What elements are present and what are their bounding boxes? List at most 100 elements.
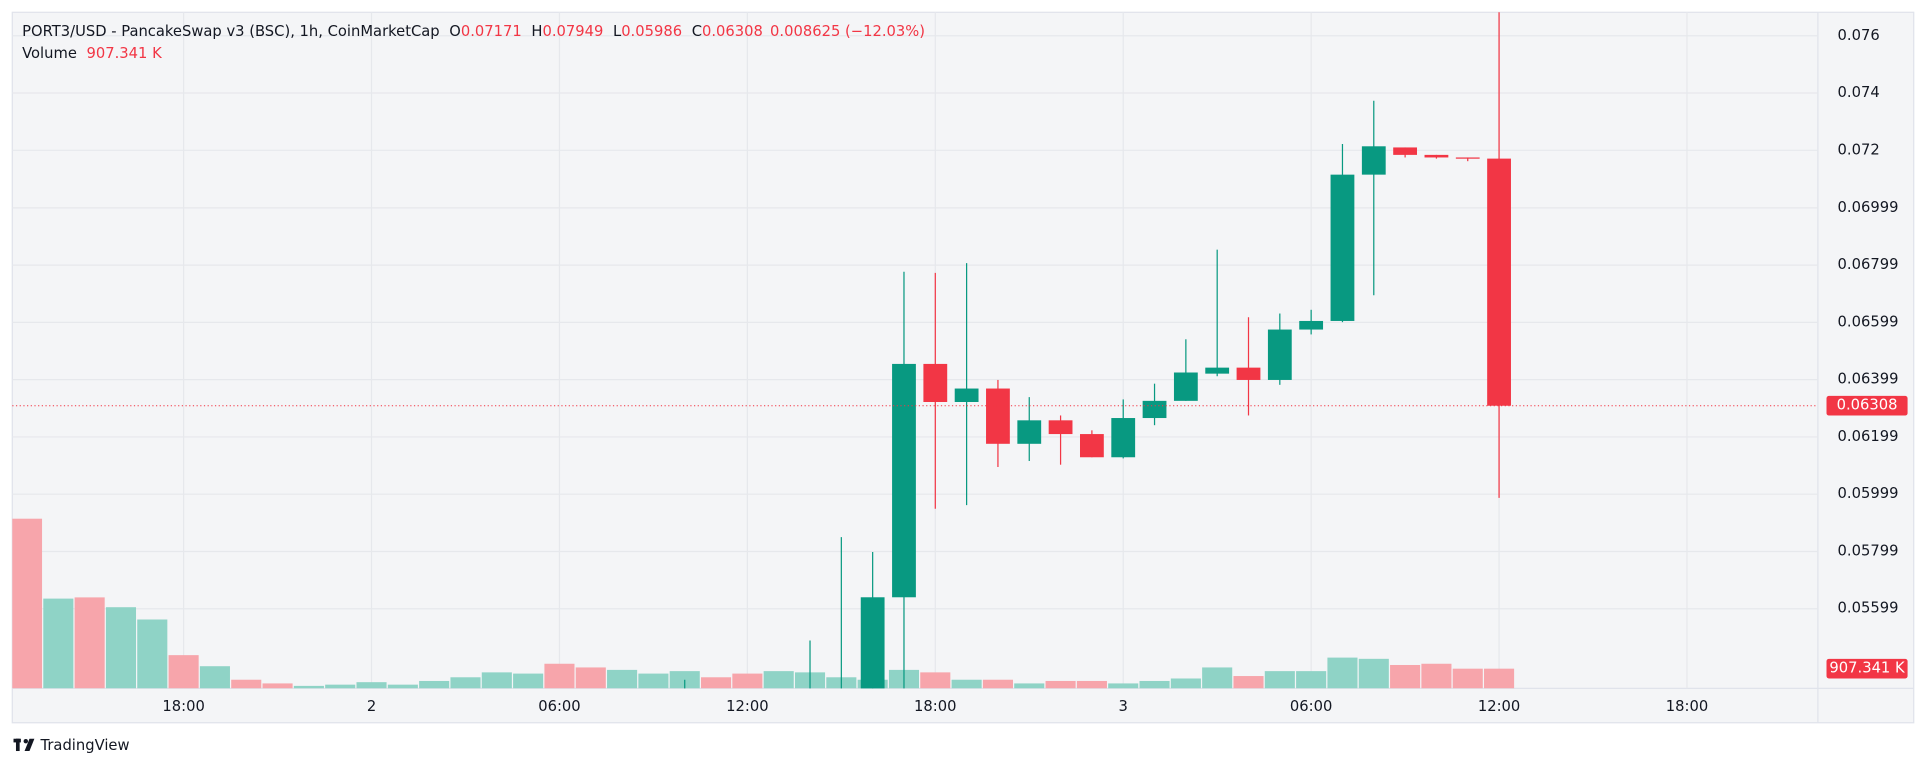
- y-tick-label: 0.06999: [1838, 199, 1899, 216]
- volume-title: Volume: [22, 45, 77, 62]
- candle-body: [1236, 367, 1261, 380]
- high-value: 0.07949: [542, 23, 603, 40]
- volume-bar: [1264, 671, 1295, 689]
- candle-body: [1205, 367, 1230, 374]
- candle-body: [1267, 329, 1292, 380]
- volume-bar: [1076, 680, 1107, 689]
- volume-bar: [1484, 668, 1515, 689]
- candle-body: [892, 363, 916, 598]
- x-tick-label: 06:00: [538, 698, 580, 715]
- volume-bar: [325, 684, 356, 689]
- y-tick-label: 0.06799: [1838, 256, 1899, 273]
- ohlc-letter: O: [449, 23, 461, 40]
- volume-bar: [356, 682, 387, 689]
- candle-body: [986, 388, 1010, 444]
- volume-bar: [105, 607, 137, 689]
- axes: 0.05599 0.05799 0.05999 0.06199 0.06399 0.065…: [12, 27, 1908, 715]
- x-tick-label: 18:00: [162, 698, 204, 715]
- x-tick-label: 18:00: [1666, 698, 1708, 715]
- candles: [684, 12, 1511, 689]
- candle-body: [1393, 147, 1418, 155]
- y-tick-label: 0.06399: [1838, 371, 1899, 388]
- open-value: 0.07171: [461, 23, 522, 40]
- x-tick-label: 12:00: [726, 698, 768, 715]
- candle-body: [954, 388, 979, 402]
- y-tick-label: 0.05999: [1838, 485, 1899, 502]
- y-tick-label: 0.06199: [1838, 428, 1899, 445]
- volume-bar: [951, 679, 982, 689]
- change-value: 0.008625 (−12.03%): [770, 23, 925, 40]
- x-tick-label: 06:00: [1290, 698, 1332, 715]
- volume-bar: [199, 666, 230, 689]
- chart-background: [11, 11, 1915, 724]
- volume-bar: [231, 679, 262, 689]
- x-tick-label: 18:00: [914, 698, 956, 715]
- candle-body: [1173, 372, 1198, 401]
- volume-bar: [1233, 676, 1264, 689]
- ohlc-letter: C: [692, 23, 702, 40]
- y-tick-label: 0.072: [1838, 141, 1880, 158]
- volume-bar: [74, 597, 105, 689]
- volume-bar: [544, 663, 575, 689]
- volume-bar: [982, 679, 1013, 689]
- ohlc-letter: H: [531, 23, 542, 40]
- chart-header: PORT3/USD - PancakeSwap v3 (BSC), 1h, Co…: [22, 23, 925, 40]
- volume-bar: [1014, 683, 1045, 689]
- candle-body: [1142, 400, 1167, 419]
- volume-bar: [701, 677, 732, 689]
- volume-bar: [1421, 663, 1452, 689]
- candle-body: [1487, 158, 1511, 406]
- volume-bars: [12, 518, 1515, 689]
- ohlc-letter: L: [613, 23, 622, 40]
- chart-title: PORT3/USD - PancakeSwap v3 (BSC), 1h, Co…: [22, 23, 440, 40]
- brand-logo: [13, 738, 35, 752]
- volume-bar: [450, 677, 481, 689]
- y-tick-label: 0.074: [1838, 84, 1880, 101]
- volume-bar: [1045, 680, 1076, 689]
- volume-bar: [1296, 671, 1327, 689]
- volume-tag-label: 907.341 K: [1829, 660, 1905, 677]
- candle-body: [1299, 320, 1324, 330]
- volume-bar: [763, 671, 794, 689]
- volume-bar: [1108, 683, 1139, 689]
- price-tag-label: 0.06308: [1837, 397, 1898, 414]
- candle-body: [923, 363, 948, 402]
- volume-value: 907.341 K: [87, 45, 163, 62]
- x-tick-label: 12:00: [1478, 698, 1520, 715]
- volume-bar: [1390, 664, 1421, 689]
- candle-body: [1017, 420, 1042, 444]
- volume-bar: [43, 598, 74, 689]
- volume-bar: [638, 673, 669, 689]
- volume-bar: [293, 685, 324, 689]
- volume-bar: [1139, 680, 1170, 689]
- candle-body: [1455, 157, 1480, 159]
- candle-body: [1424, 154, 1449, 158]
- volume-bar: [1202, 667, 1233, 689]
- volume-tag: [1826, 658, 1908, 679]
- candle-body: [1111, 418, 1136, 458]
- volume-bar: [1327, 657, 1358, 689]
- volume-bar: [387, 684, 418, 689]
- y-tick-label: 0.05799: [1838, 542, 1899, 559]
- y-tick-label: 0.05599: [1838, 600, 1899, 617]
- volume-bar: [12, 518, 43, 689]
- candle-body: [1330, 174, 1355, 321]
- volume-bar: [732, 673, 763, 689]
- volume-header: Volume 907.341 K: [22, 45, 162, 62]
- candle-body: [860, 597, 885, 689]
- price-tag: [1826, 395, 1908, 416]
- volume-bar: [513, 673, 544, 689]
- volume-bar: [1452, 668, 1483, 689]
- x-tick-label: 3: [1119, 698, 1128, 715]
- x-tick-label: 2: [367, 698, 376, 715]
- close-value: 0.06308: [702, 23, 763, 40]
- volume-bar: [1170, 678, 1201, 689]
- volume-bar: [137, 619, 168, 689]
- volume-bar: [481, 672, 512, 689]
- volume-bar: [669, 671, 700, 689]
- candle-body: [1079, 434, 1104, 458]
- volume-bar: [1358, 658, 1389, 689]
- candle-body: [1048, 420, 1073, 435]
- y-tick-label: 0.076: [1838, 27, 1880, 44]
